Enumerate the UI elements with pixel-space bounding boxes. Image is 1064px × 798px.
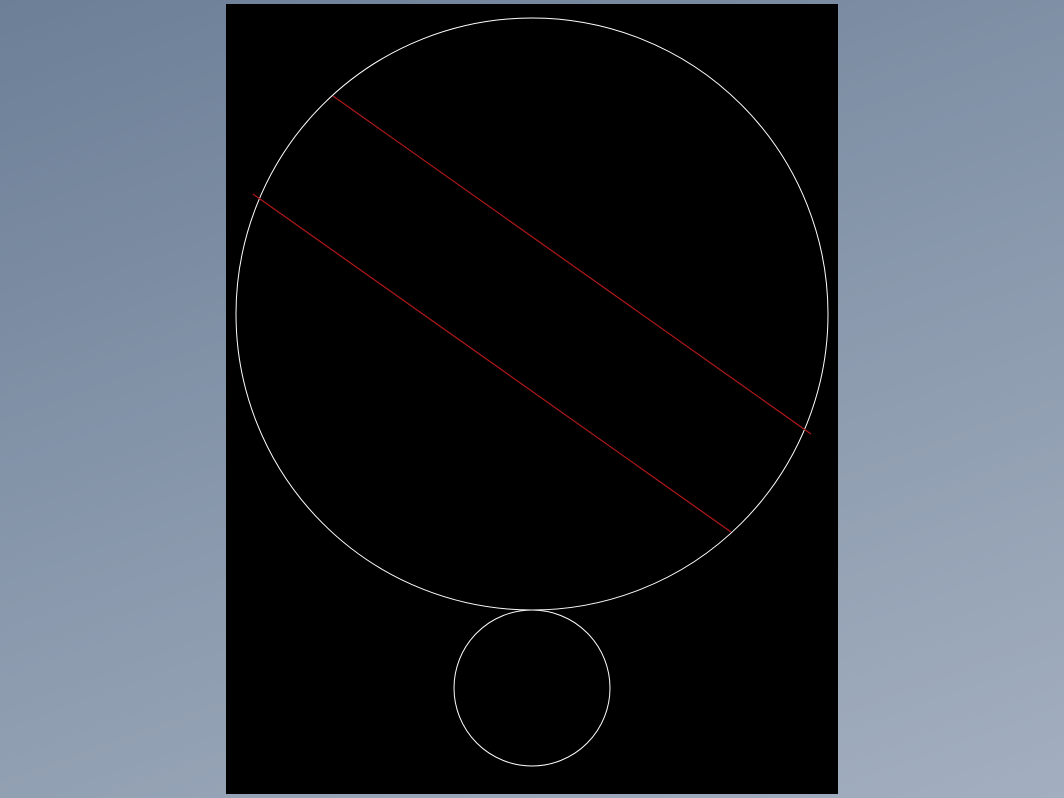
cad-canvas-container: [226, 4, 838, 794]
drawing-canvas[interactable]: [226, 4, 838, 794]
canvas-background: [226, 4, 838, 794]
